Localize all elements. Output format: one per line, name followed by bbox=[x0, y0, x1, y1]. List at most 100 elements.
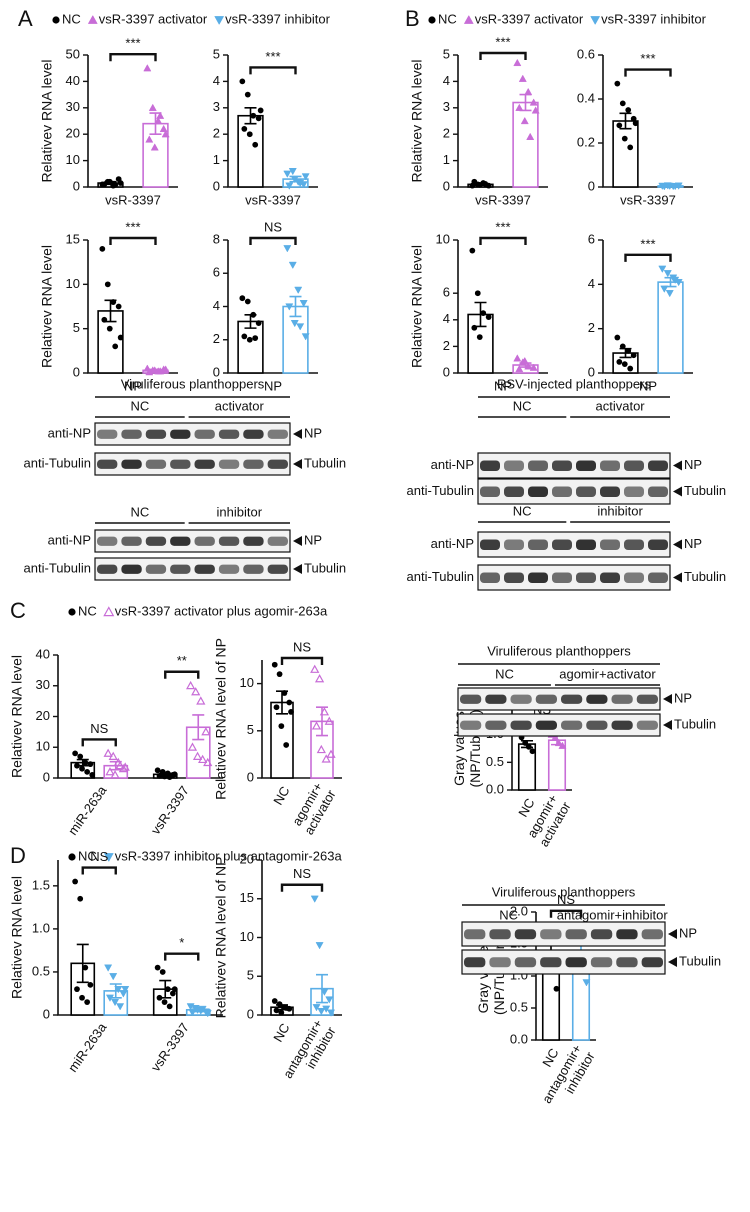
y-tick-label: 2.0 bbox=[510, 903, 528, 918]
data-point bbox=[632, 120, 639, 127]
y-tick-label: 2 bbox=[443, 126, 450, 141]
data-point bbox=[273, 1007, 280, 1014]
data-point bbox=[77, 895, 84, 902]
blot-band bbox=[218, 429, 240, 439]
significance-label: *** bbox=[640, 236, 655, 251]
blot-group-label: antagomir+inhibitor bbox=[557, 907, 669, 922]
blot-band bbox=[600, 486, 620, 497]
blot-arrow bbox=[673, 539, 682, 550]
legend-marker bbox=[87, 14, 98, 24]
blot-band bbox=[600, 539, 620, 550]
data-point bbox=[103, 748, 113, 757]
blot-band bbox=[624, 460, 644, 471]
y-tick-label: 5 bbox=[247, 722, 254, 737]
data-point bbox=[79, 994, 85, 1001]
data-point bbox=[89, 772, 96, 778]
y-tick-label: 2 bbox=[443, 338, 450, 353]
significance-bracket bbox=[81, 738, 117, 747]
data-point bbox=[515, 364, 524, 373]
data-point bbox=[671, 182, 680, 191]
y-tick-label: 5 bbox=[443, 46, 450, 61]
data-point bbox=[166, 774, 173, 780]
x-tick-label: vsR-3397 bbox=[148, 1020, 192, 1074]
legend-label: vsR-3397 inhibitor plus antagomir-263a bbox=[115, 848, 343, 863]
data-point bbox=[105, 767, 115, 776]
legend-marker bbox=[68, 853, 76, 861]
data-point bbox=[101, 316, 108, 323]
y-tick-label: 4 bbox=[213, 73, 220, 88]
blot-band bbox=[576, 539, 596, 550]
y-axis-label: Relativev RNA level bbox=[39, 60, 55, 183]
blot-band bbox=[561, 694, 583, 704]
data-point bbox=[285, 182, 294, 190]
data-point bbox=[171, 771, 178, 778]
blot-band-label: NP bbox=[304, 425, 322, 440]
significance-label: *** bbox=[125, 219, 140, 234]
data-point bbox=[326, 749, 336, 758]
y-tick-label: 8 bbox=[213, 231, 220, 246]
blot-band bbox=[600, 572, 620, 583]
significance-bracket bbox=[280, 656, 324, 665]
blot-band bbox=[145, 459, 167, 469]
data-point bbox=[191, 687, 201, 696]
data-point bbox=[663, 270, 672, 278]
data-point bbox=[143, 64, 152, 72]
legend-label: NC bbox=[78, 603, 97, 618]
blot-band bbox=[648, 460, 668, 471]
data-point bbox=[320, 988, 329, 996]
data-point bbox=[154, 964, 161, 971]
y-tick-label: 0 bbox=[73, 364, 80, 379]
blot-band bbox=[504, 460, 524, 471]
data-point bbox=[671, 276, 680, 285]
data-point bbox=[72, 750, 79, 757]
y-tick-label: 30 bbox=[66, 99, 80, 114]
blot-arrow bbox=[663, 720, 672, 730]
blot-band bbox=[267, 429, 288, 439]
blot-band bbox=[624, 572, 644, 583]
blot-arrow bbox=[673, 572, 682, 583]
data-point bbox=[120, 762, 130, 771]
data-point bbox=[159, 124, 168, 133]
blot-band bbox=[540, 929, 562, 940]
data-point bbox=[112, 182, 119, 188]
data-point bbox=[301, 173, 310, 181]
blot-band bbox=[504, 539, 524, 550]
data-point bbox=[551, 733, 560, 741]
blot-band-label: Tubulin bbox=[679, 953, 721, 968]
data-point bbox=[660, 285, 669, 293]
blot-band bbox=[636, 694, 658, 704]
blot-band bbox=[194, 536, 215, 546]
data-point bbox=[239, 295, 246, 302]
blot-band bbox=[552, 572, 572, 583]
data-point bbox=[112, 343, 119, 350]
data-point bbox=[482, 180, 489, 187]
legend-marker bbox=[103, 606, 115, 617]
blot-band bbox=[648, 572, 668, 583]
data-point bbox=[310, 895, 319, 903]
data-point bbox=[290, 175, 299, 184]
data-point bbox=[116, 1003, 125, 1011]
significance-label: *** bbox=[640, 51, 655, 66]
data-point bbox=[660, 183, 669, 191]
y-tick-label: 0.2 bbox=[577, 134, 595, 149]
y-axis-label: Relativev RNA level bbox=[9, 876, 25, 999]
data-point bbox=[526, 132, 535, 140]
error-bar bbox=[76, 943, 89, 984]
x-axis-label: NP bbox=[494, 378, 512, 393]
data-point bbox=[203, 1010, 212, 1018]
y-tick-label: 10 bbox=[66, 276, 80, 291]
bar bbox=[237, 320, 264, 374]
data-point bbox=[109, 973, 118, 981]
significance-bracket bbox=[249, 236, 297, 245]
blot-group-label: NC bbox=[513, 503, 532, 518]
significance-label: NS bbox=[264, 219, 282, 234]
blot-band bbox=[535, 720, 557, 730]
blot-band bbox=[552, 539, 572, 550]
legend-marker bbox=[214, 16, 225, 26]
y-tick-label: 0.4 bbox=[577, 90, 595, 105]
data-point bbox=[616, 122, 623, 129]
data-point bbox=[239, 78, 246, 85]
significance-label: *** bbox=[495, 219, 510, 234]
blot-group-label: NC bbox=[513, 398, 532, 413]
data-point bbox=[201, 727, 211, 736]
